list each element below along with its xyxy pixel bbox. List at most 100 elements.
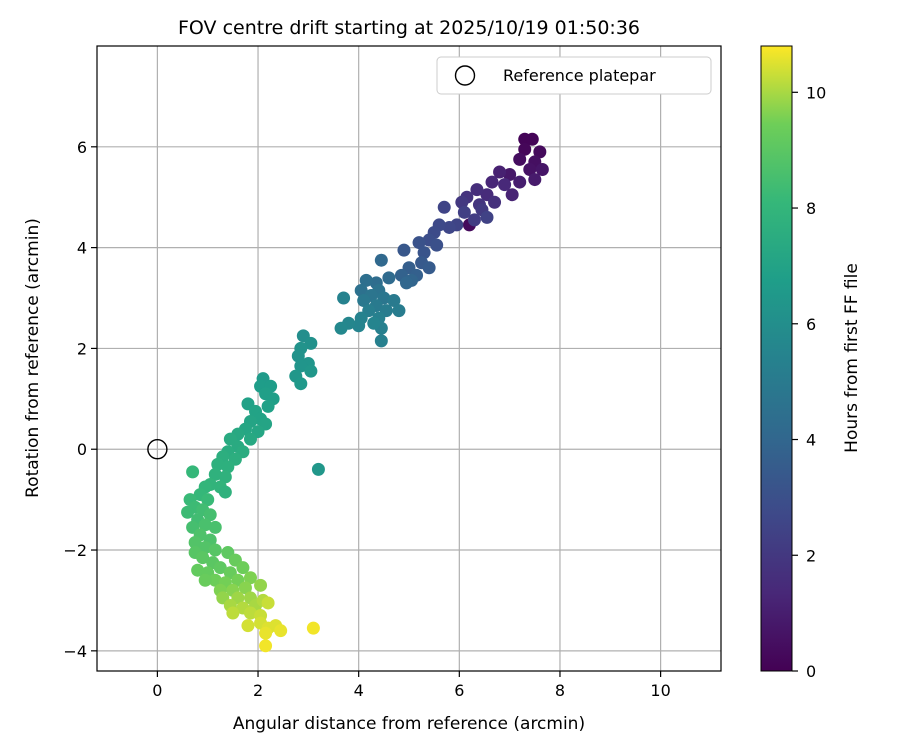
data-point (430, 238, 444, 252)
data-point (261, 399, 275, 413)
data-point (198, 541, 212, 555)
data-point (236, 561, 250, 575)
data-point (493, 165, 507, 179)
legend-marker-icon (454, 65, 476, 86)
data-point (513, 175, 527, 189)
data-point (198, 518, 212, 532)
data-point (422, 261, 436, 275)
data-point (261, 596, 275, 610)
data-point (399, 276, 413, 290)
colorbar-label: Hours from first FF file (842, 263, 862, 453)
data-point (417, 246, 431, 260)
data-points (181, 132, 549, 653)
data-point (221, 460, 235, 474)
x-tick-label: 6 (454, 681, 464, 700)
data-point (354, 283, 368, 297)
data-point (274, 624, 288, 638)
colorbar-tick-label: 2 (806, 546, 816, 565)
data-point (208, 520, 222, 534)
x-tick-label: 8 (555, 681, 565, 700)
y-tick-label: −2 (63, 541, 87, 560)
data-point (306, 621, 320, 635)
data-point (359, 273, 373, 287)
data-point (374, 253, 388, 267)
grid (97, 46, 721, 671)
data-point (455, 195, 469, 209)
x-axis-label: Angular distance from reference (arcmin) (233, 714, 585, 734)
y-axis-ticks: −4 −2 0 2 4 6 (63, 138, 97, 661)
data-point (243, 606, 257, 620)
x-tick-label: 10 (650, 681, 670, 700)
y-tick-label: 4 (77, 239, 87, 258)
data-point (518, 142, 532, 156)
data-point (525, 132, 539, 146)
data-point (196, 551, 210, 565)
data-point (352, 319, 366, 333)
x-axis-ticks: 0 2 4 6 8 10 (152, 671, 671, 700)
data-point (374, 334, 388, 348)
colorbar-ticks: 0 2 4 6 8 10 (792, 83, 826, 681)
data-point (382, 271, 396, 285)
data-point (523, 162, 537, 176)
data-point (259, 626, 273, 640)
data-point (294, 377, 308, 391)
chart-title: FOV centre drift starting at 2025/10/19 … (178, 17, 640, 39)
data-point (208, 573, 222, 587)
data-point (226, 606, 240, 620)
colorbar (760, 45, 793, 672)
data-point (392, 304, 406, 318)
data-point (208, 543, 222, 557)
colorbar-tick-label: 6 (806, 315, 816, 334)
data-point (387, 294, 401, 308)
data-point (181, 505, 195, 519)
y-tick-label: 6 (77, 138, 87, 157)
data-point (533, 145, 547, 159)
data-point (186, 465, 200, 479)
data-point (243, 432, 257, 446)
data-point (488, 195, 502, 209)
colorbar-tick-label: 4 (806, 431, 816, 450)
legend-box (436, 56, 712, 95)
data-point (513, 152, 527, 166)
data-point (218, 485, 232, 499)
data-point (528, 173, 542, 187)
data-point (201, 493, 215, 507)
x-tick-label: 0 (152, 681, 162, 700)
reference-marker-group (147, 439, 168, 460)
data-point (259, 639, 273, 653)
plot-frame (96, 45, 722, 672)
data-point (357, 294, 371, 308)
y-tick-label: 0 (77, 440, 87, 459)
data-point (457, 205, 471, 219)
data-point (485, 175, 499, 189)
data-point (480, 210, 494, 224)
data-point (211, 457, 225, 471)
data-point (188, 535, 202, 549)
data-point (191, 563, 205, 577)
data-point (203, 508, 217, 522)
data-point (254, 578, 268, 592)
data-point (437, 200, 451, 214)
data-point (294, 359, 308, 373)
reference-platepar-marker (147, 439, 168, 460)
legend: Reference platepar (436, 56, 712, 95)
data-point (218, 470, 232, 484)
data-point (198, 573, 212, 587)
data-point (367, 316, 381, 330)
data-point (498, 178, 512, 192)
data-point (291, 349, 305, 363)
data-point (304, 336, 318, 350)
colorbar-tick-label: 10 (806, 83, 826, 102)
data-point (311, 462, 325, 476)
data-point (535, 162, 549, 176)
y-tick-label: −4 (63, 642, 87, 661)
data-point (470, 183, 484, 197)
x-tick-label: 2 (253, 681, 263, 700)
data-point (243, 571, 257, 585)
colorbar-tick-label: 0 (806, 662, 816, 681)
data-point (238, 581, 252, 595)
data-point (241, 619, 255, 633)
data-point (503, 168, 517, 182)
x-tick-label: 4 (354, 681, 364, 700)
